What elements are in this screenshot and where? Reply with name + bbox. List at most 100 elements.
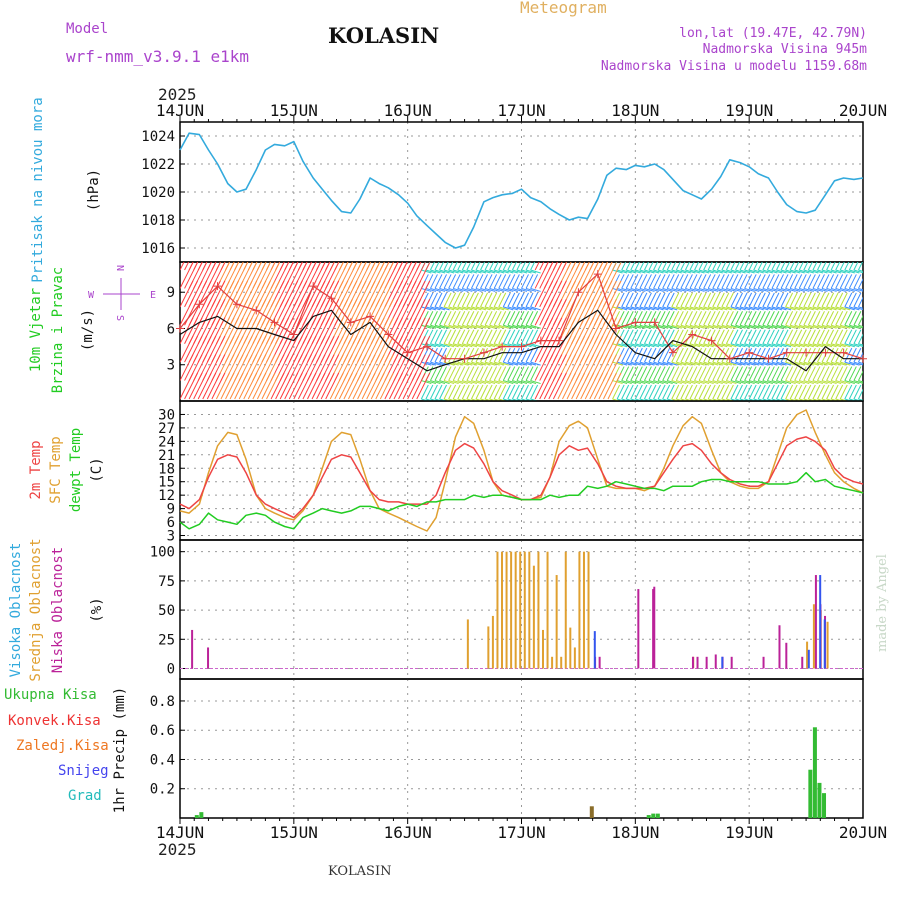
wind-barb — [689, 262, 695, 271]
wind-barb — [489, 366, 498, 381]
cloud-bar — [730, 656, 733, 669]
wind-barb-tail — [421, 324, 432, 329]
wind-barb-tail — [635, 269, 646, 274]
wind-barb — [634, 384, 643, 400]
wind-barb-tail — [480, 269, 491, 274]
wind-barb — [489, 329, 498, 344]
gust-marker — [441, 354, 450, 363]
wind-barb — [753, 384, 762, 400]
wind-barb — [817, 329, 825, 344]
wind-barb — [744, 311, 753, 326]
wind-barb — [643, 329, 652, 344]
coords-label: lon,lat (19.47E, 42.79N) — [679, 26, 867, 41]
wind-barb — [684, 384, 693, 400]
cloud-bar — [569, 627, 572, 669]
wind-barb — [748, 384, 757, 400]
wind-barb — [648, 292, 657, 308]
gust-marker — [498, 342, 507, 351]
wind-barb — [184, 262, 190, 271]
wind-barb-tail — [739, 287, 751, 292]
ytick-label: 1022 — [141, 157, 175, 173]
wind-barb-tail — [653, 361, 664, 366]
gust-marker — [460, 354, 469, 363]
wind-barb — [338, 372, 353, 400]
wind-barb — [830, 274, 839, 289]
wind-barb-tail — [844, 306, 855, 311]
wind-barb — [803, 262, 809, 271]
wind-barb — [252, 372, 267, 400]
wind-barb — [266, 372, 280, 400]
wind-barb-tail — [475, 287, 487, 292]
wind-barb-tail — [753, 361, 764, 366]
wind-label-2: Brzina i Pravac — [50, 267, 66, 393]
wind-barb-tail — [494, 380, 505, 385]
gust-marker — [839, 348, 848, 357]
ytick-label: 9 — [167, 285, 175, 301]
wind-barb-tail — [430, 324, 441, 329]
wind-barb-tail — [525, 306, 537, 311]
ytick-label: 0.4 — [150, 752, 175, 768]
pressure-unit: (hPa) — [86, 169, 102, 211]
wind-barb — [416, 372, 431, 400]
wind-barb — [475, 347, 484, 363]
wind-barb-tail — [726, 269, 737, 274]
ytick-label: 15 — [158, 475, 175, 491]
wind-barb-tail — [744, 343, 755, 348]
wind-barb — [498, 292, 507, 308]
wind-barb — [744, 262, 750, 271]
wind-barb — [429, 311, 438, 326]
year-bottom: 2025 — [158, 840, 197, 859]
wind-barb — [534, 262, 540, 271]
cloud-bar — [505, 551, 508, 669]
wind-barb-tail — [616, 380, 628, 385]
wind-barb — [712, 262, 718, 271]
wind-barb — [730, 384, 739, 400]
wind-barb-tail — [512, 380, 523, 385]
wind-barb — [648, 329, 657, 344]
wind-barb — [653, 262, 659, 271]
wind-barb — [180, 354, 194, 381]
cloud-bar — [826, 621, 829, 669]
wind-barb — [694, 274, 702, 289]
wind-barb — [725, 274, 734, 289]
wind-barb — [457, 329, 466, 344]
wind-barb — [807, 262, 813, 271]
wind-barb — [180, 280, 194, 308]
wind-barb-tail — [739, 343, 751, 348]
wind-barb — [639, 366, 648, 381]
wind-barb-tail — [475, 306, 487, 311]
wind-barb — [730, 274, 739, 289]
wind-barb-tail — [721, 361, 732, 366]
wind-barb — [830, 347, 839, 363]
wind-barb — [429, 329, 438, 344]
wind-barb — [530, 384, 539, 400]
wind-barb — [762, 292, 771, 308]
wind-barb — [857, 370, 863, 381]
wind-barb-tail — [530, 361, 541, 366]
wind-barb — [502, 347, 511, 363]
conv-precip-label: Konvek.Kisa — [8, 713, 101, 729]
wind-barb — [507, 347, 516, 363]
wind-barb — [493, 347, 502, 363]
wind-barb-tail — [826, 324, 837, 329]
wind-barb — [789, 384, 798, 400]
wind-barb-tail — [785, 343, 796, 348]
wind-barb — [539, 262, 545, 271]
wind-barb — [507, 292, 516, 308]
wind-barb — [807, 311, 816, 326]
wind-barb-tail — [730, 269, 742, 274]
wind-barb — [643, 384, 652, 400]
wind-barb — [762, 262, 768, 271]
gust-marker — [631, 318, 640, 327]
cloud-bar — [491, 615, 494, 669]
wind-barb — [630, 366, 639, 381]
ytick-label: 3 — [167, 529, 175, 545]
wind-barb-tail — [821, 361, 833, 366]
wind-barb — [489, 262, 495, 271]
wind-barb-tail — [453, 380, 464, 385]
wind-barb-tail — [626, 306, 637, 311]
wind-barb — [311, 372, 326, 400]
wind-barb — [493, 292, 502, 308]
wind-barb-tail — [448, 306, 459, 311]
wind-barb-tail — [708, 380, 719, 385]
